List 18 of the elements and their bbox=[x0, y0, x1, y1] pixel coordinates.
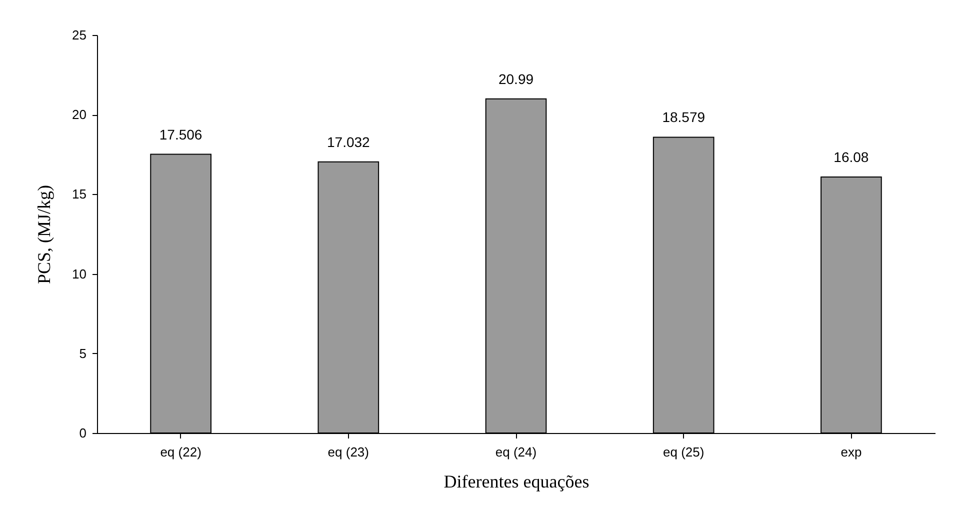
data-label: 17.506 bbox=[159, 126, 202, 142]
data-label: 17.032 bbox=[326, 134, 370, 150]
data-label: 18.579 bbox=[662, 109, 706, 126]
x-axis-title: Diferentes equações bbox=[444, 472, 590, 492]
x-tick-label: eq (22) bbox=[160, 444, 202, 460]
x-tick-label: eq (24) bbox=[495, 444, 537, 460]
y-tick-label: 5 bbox=[79, 346, 86, 361]
y-tick-label: 25 bbox=[72, 28, 86, 42]
data-label: 20.99 bbox=[498, 70, 534, 87]
y-tick-label: 0 bbox=[79, 426, 86, 440]
y-axis-title: PCS, (MJ/kg) bbox=[34, 184, 54, 284]
x-tick-label: eq (23) bbox=[328, 444, 369, 460]
data-label: 16.08 bbox=[834, 149, 869, 166]
y-tick-label: 20 bbox=[72, 107, 86, 122]
x-tick-label: exp bbox=[840, 444, 862, 460]
y-tick-label: 15 bbox=[72, 186, 86, 202]
x-tick-label: eq (25) bbox=[663, 444, 704, 460]
y-tick-label: 10 bbox=[72, 266, 86, 282]
